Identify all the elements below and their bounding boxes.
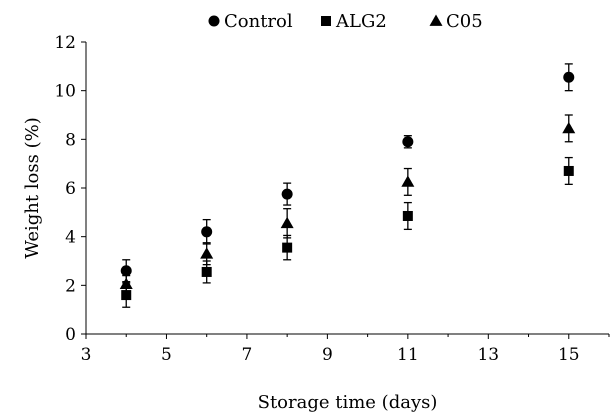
y-tick-label: 8: [65, 130, 76, 150]
x-tick-label: 5: [161, 345, 172, 365]
legend-label-c05: C05: [446, 11, 483, 32]
data-point-control: [563, 71, 575, 83]
data-point-c05: [280, 216, 294, 229]
y-axis-label: Weight loss (%): [22, 117, 43, 258]
data-point-control: [201, 226, 213, 238]
x-tick-label: 7: [242, 345, 253, 365]
data-point-alg2: [282, 242, 293, 253]
data-point-alg2: [201, 266, 212, 277]
data-point-c05: [562, 121, 576, 134]
data-point-alg2: [121, 290, 132, 301]
legend-marker-c05: [429, 14, 443, 26]
data-point-c05: [200, 247, 214, 259]
x-tick-label: 15: [558, 345, 580, 365]
legend-marker-alg2: [321, 16, 331, 26]
legend: Control ALG2 C05: [208, 11, 483, 32]
series-control: [120, 63, 575, 283]
data-point-alg2: [563, 165, 574, 176]
data-point-alg2: [402, 210, 413, 221]
y-tick-label: 2: [65, 276, 76, 296]
y-tick-label: 4: [65, 228, 76, 248]
data-point-c05: [401, 175, 415, 187]
x-tick-label: 11: [397, 345, 419, 365]
y-tick-label: 6: [65, 179, 76, 199]
legend-label-alg2: ALG2: [335, 11, 387, 32]
y-tick-label: 10: [54, 82, 76, 102]
data-point-control: [120, 265, 132, 277]
data-point-control: [281, 188, 293, 200]
axes: 0 2 4 6 8 10 12 3 5 7 9 11 13 15: [54, 33, 610, 365]
x-tick-label: 13: [477, 345, 499, 365]
data-point-control: [402, 136, 414, 148]
x-tick-label: 3: [81, 345, 92, 365]
y-tick-label: 12: [54, 33, 76, 53]
series-c05: [119, 114, 576, 294]
x-tick-label: 9: [322, 345, 333, 365]
series-alg2: [121, 156, 574, 308]
data-point-c05: [119, 277, 133, 289]
legend-marker-control: [208, 15, 220, 27]
legend-label-control: Control: [224, 11, 293, 32]
x-axis-label: Storage time (days): [258, 392, 438, 412]
chart-marks: [119, 63, 576, 308]
y-tick-label: 0: [65, 325, 76, 345]
